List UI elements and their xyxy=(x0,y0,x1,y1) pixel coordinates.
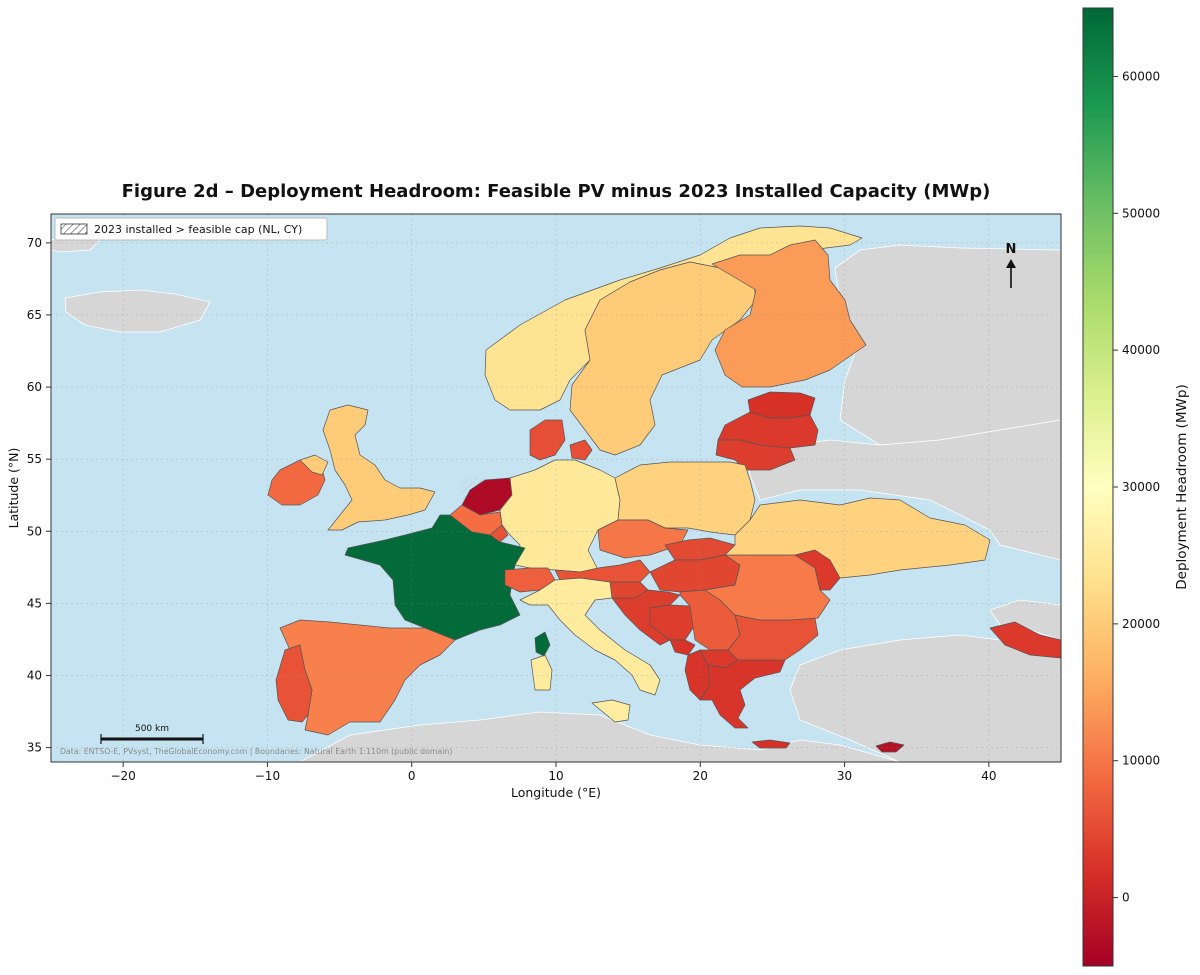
land-turkey xyxy=(789,634,1061,762)
region-lithuania xyxy=(715,439,796,471)
north-arrow-head xyxy=(1006,259,1016,268)
land-caucasus xyxy=(989,599,1061,641)
region-ukraine xyxy=(724,497,991,579)
legend-label: 2023 installed > feasible cap (NL, CY) xyxy=(94,223,302,236)
region-finland xyxy=(711,239,867,388)
non-eu-land xyxy=(51,235,1061,762)
colorbar-tick-label: 0 xyxy=(1122,891,1130,905)
region-bosnia xyxy=(649,604,696,641)
x-tick-label: 20 xyxy=(693,769,708,783)
y-axis-label: Latitude (°N) xyxy=(6,448,21,529)
land-belarus-russia xyxy=(744,419,1061,561)
x-tick-label: 10 xyxy=(548,769,563,783)
x-tick-label: 0 xyxy=(408,769,416,783)
land-africa xyxy=(299,711,901,762)
colorbar-label: Deployment Headroom (MWp) xyxy=(1174,384,1190,589)
y-tick-label: 55 xyxy=(27,452,42,466)
region-cyprus-hatch xyxy=(876,742,904,752)
region-sicily xyxy=(591,699,631,723)
region-france xyxy=(344,514,526,641)
north-arrow: N xyxy=(1006,242,1017,288)
colorbar-tick-label: 10000 xyxy=(1122,754,1160,768)
x-axis-label: Longitude (°E) xyxy=(511,785,601,800)
land-iceland xyxy=(64,289,211,333)
region-montenegro xyxy=(669,639,696,656)
region-corsica xyxy=(534,631,551,657)
legend-box xyxy=(54,217,328,241)
x-tick-label: −10 xyxy=(255,769,280,783)
chart-title: Figure 2d – Deployment Headroom: Feasibl… xyxy=(122,181,991,202)
region-italy xyxy=(519,577,661,696)
colorbar: 0 10000 20000 30000 40000 50000 60000 Deployme… xyxy=(1082,7,1190,967)
y-tick-label: 65 xyxy=(27,308,42,322)
colorbar-tick-label: 50000 xyxy=(1122,206,1160,220)
region-sweden xyxy=(569,261,757,456)
y-tick-label: 45 xyxy=(27,596,42,610)
region-denmark-islands xyxy=(569,439,593,461)
countries xyxy=(267,225,1061,753)
gridlines xyxy=(51,214,1061,762)
colorbar-gradient xyxy=(1082,7,1114,967)
x-ticks: −20 −10 0 10 20 30 40 xyxy=(110,762,996,783)
y-ticks: 35 40 45 50 55 60 65 70 xyxy=(27,236,51,755)
x-tick-label: 40 xyxy=(981,769,996,783)
x-tick-label: 30 xyxy=(837,769,852,783)
colorbar-tick-label: 30000 xyxy=(1122,480,1160,494)
y-tick-label: 60 xyxy=(27,380,42,394)
y-tick-label: 40 xyxy=(27,668,42,682)
scale-bar-label: 500 km xyxy=(135,724,169,734)
y-tick-label: 50 xyxy=(27,524,42,538)
colorbar-ticks: 0 10000 20000 30000 40000 50000 60000 xyxy=(1113,69,1160,905)
legend-hatch-swatch xyxy=(60,223,88,235)
x-tick-label: −20 xyxy=(110,769,135,783)
source-note: Data: ENTSO-E, PVsyst, TheGlobalEconomy.… xyxy=(60,747,452,756)
region-sardinia xyxy=(530,654,553,691)
legend: 2023 installed > feasible cap (NL, CY) xyxy=(54,217,328,241)
y-tick-label: 35 xyxy=(27,741,42,755)
region-uk xyxy=(322,404,436,531)
colorbar-tick-label: 40000 xyxy=(1122,343,1160,357)
region-northern-ireland xyxy=(299,454,329,476)
region-georgia xyxy=(989,621,1061,659)
land-russia-north xyxy=(834,244,1061,446)
colorbar-tick-label: 60000 xyxy=(1122,69,1160,83)
region-portugal xyxy=(275,644,313,723)
colorbar-tick-label: 20000 xyxy=(1122,617,1160,631)
y-tick-label: 70 xyxy=(27,236,42,250)
map-area xyxy=(51,214,1061,762)
scale-bar: 500 km xyxy=(100,724,204,744)
region-czechia xyxy=(597,519,689,559)
north-label: N xyxy=(1006,242,1017,257)
region-crete xyxy=(751,739,791,749)
